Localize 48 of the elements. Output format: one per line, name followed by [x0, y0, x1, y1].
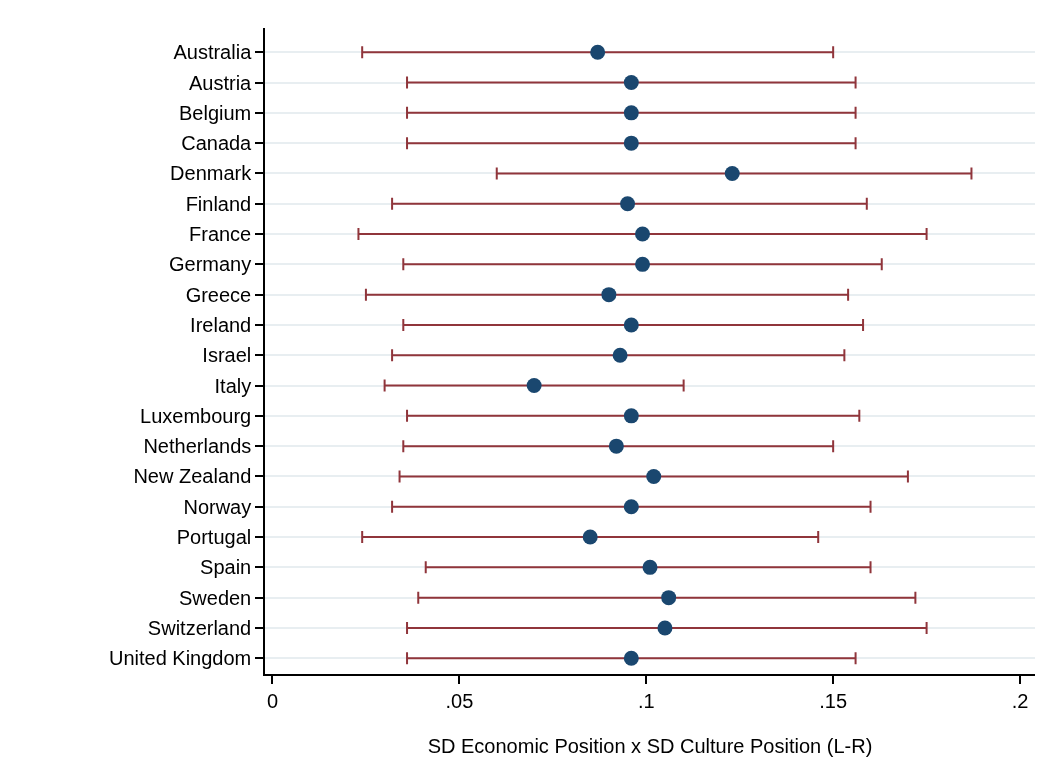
point — [526, 378, 542, 394]
y-tick-label: Sweden — [178, 586, 252, 609]
y-tick-label: Portugal — [176, 526, 252, 549]
y-tick-label: New Zealand — [133, 465, 252, 488]
point — [623, 75, 639, 91]
point — [642, 559, 658, 575]
x-tick-label: 0 — [266, 689, 279, 712]
point — [608, 438, 624, 454]
y-tick-label: Canada — [181, 132, 253, 155]
y-tick-label: Germany — [169, 253, 252, 276]
point — [620, 196, 636, 212]
point — [612, 347, 628, 363]
y-tick-label: Switzerland — [147, 616, 252, 639]
point — [635, 226, 651, 242]
point — [623, 135, 639, 151]
point — [590, 44, 606, 60]
y-tick-label: Spain — [200, 556, 252, 579]
point — [623, 317, 639, 333]
y-tick-label: Italy — [214, 374, 252, 397]
point — [582, 529, 598, 545]
x-tick-label: .15 — [819, 689, 848, 712]
y-tick-label: Australia — [173, 41, 253, 64]
y-tick-label: United Kingdom — [108, 647, 252, 670]
point — [724, 165, 740, 181]
y-tick-label: France — [189, 223, 252, 246]
point — [623, 650, 639, 666]
x-tick-label: .05 — [445, 689, 474, 712]
y-tick-label: Denmark — [170, 162, 253, 185]
point — [623, 408, 639, 424]
x-axis-title: SD Economic Position x SD Culture Position (L-R) — [427, 734, 873, 757]
y-tick-label: Norway — [183, 495, 252, 518]
y-tick-label: Finland — [185, 192, 252, 215]
point — [661, 590, 677, 606]
y-tick-label: Israel — [202, 344, 252, 367]
point — [657, 620, 673, 636]
point — [635, 256, 651, 272]
y-tick-label: Netherlands — [143, 435, 252, 458]
point — [646, 468, 662, 484]
y-tick-label: Greece — [185, 283, 252, 306]
point — [623, 499, 639, 515]
point — [601, 287, 617, 303]
y-tick-label: Austria — [189, 71, 253, 94]
y-tick-label: Ireland — [190, 313, 252, 336]
y-tick-label: Belgium — [178, 101, 252, 124]
x-tick-label: .2 — [1011, 689, 1029, 712]
point — [623, 105, 639, 121]
y-tick-label: Luxembourg — [140, 404, 252, 427]
x-tick-label: .1 — [637, 689, 655, 712]
